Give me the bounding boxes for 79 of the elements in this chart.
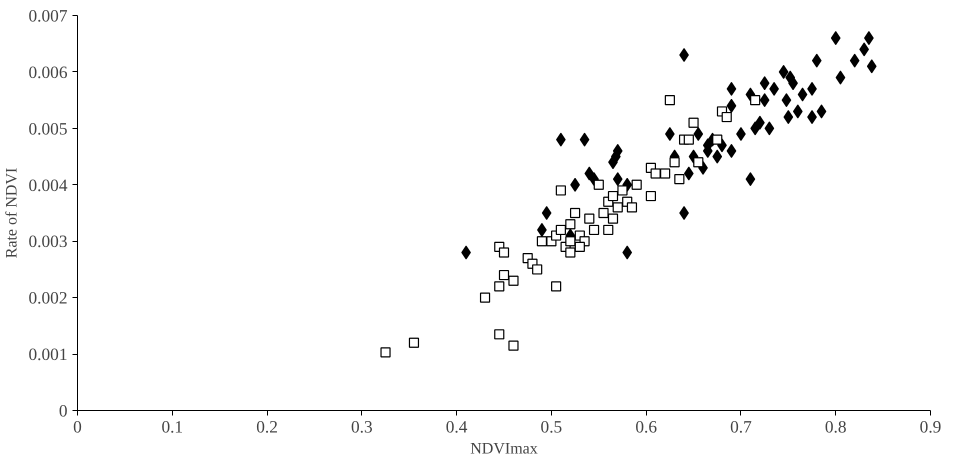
point <box>536 236 548 246</box>
point <box>626 202 638 212</box>
point <box>798 88 808 102</box>
y-tick-label: 0.002 <box>28 288 68 308</box>
x-tick-label: 0.4 <box>446 418 468 436</box>
point <box>670 157 680 168</box>
y-tick-label: 0.004 <box>28 176 68 195</box>
point <box>736 127 746 141</box>
point <box>693 157 704 168</box>
x-tick-label: 0.2 <box>256 418 278 436</box>
point <box>608 190 618 202</box>
y-tick-label: 0 <box>58 402 68 420</box>
point <box>812 54 822 68</box>
point <box>498 247 510 258</box>
point <box>608 214 618 224</box>
point <box>674 174 684 184</box>
point <box>679 206 689 220</box>
point <box>565 236 576 246</box>
point <box>688 118 699 128</box>
point <box>551 281 562 292</box>
point <box>565 247 576 258</box>
x-tick-label: 0.5 <box>540 418 562 436</box>
point <box>461 246 471 260</box>
point <box>712 134 722 145</box>
point <box>617 185 628 196</box>
point <box>542 206 552 220</box>
point <box>684 166 694 180</box>
point <box>693 127 704 141</box>
x-axis-title: NDVImax <box>470 440 538 458</box>
point <box>584 214 594 224</box>
point <box>508 276 519 286</box>
y-tick-label: 0.005 <box>28 119 68 138</box>
point <box>408 338 420 348</box>
point <box>380 347 391 358</box>
x-tick-label: 0.6 <box>635 418 658 436</box>
point <box>712 150 722 164</box>
point <box>603 224 614 236</box>
point <box>612 202 623 212</box>
point <box>612 172 623 186</box>
y-tick-label: 0.003 <box>28 232 68 252</box>
point <box>679 48 689 62</box>
y-axis-title: Rate of NDVI <box>4 168 21 258</box>
y-tick-label: 0.001 <box>28 345 68 364</box>
point <box>556 185 566 196</box>
x-tick-label: 0.1 <box>161 418 184 436</box>
point <box>866 59 877 74</box>
point <box>574 242 585 252</box>
x-tick-label: 0 <box>73 418 82 436</box>
point <box>508 340 519 351</box>
point <box>684 134 694 145</box>
point <box>532 264 542 275</box>
point <box>622 246 632 260</box>
x-tick-label: 0.7 <box>730 418 752 436</box>
point <box>480 292 490 303</box>
point <box>646 190 656 202</box>
point <box>594 180 604 190</box>
point <box>498 270 510 280</box>
point <box>792 104 803 118</box>
point <box>664 95 675 106</box>
point <box>850 54 860 68</box>
y-tick-label: 0.007 <box>28 6 68 26</box>
x-tick-label: 0.8 <box>824 418 847 436</box>
y-tick-label: 0.006 <box>28 62 68 82</box>
point <box>556 224 566 236</box>
point <box>750 95 760 106</box>
point <box>632 180 642 190</box>
point <box>830 31 841 46</box>
point <box>665 127 675 141</box>
x-tick-label: 0.9 <box>920 418 942 436</box>
point <box>570 208 580 218</box>
point <box>722 112 732 122</box>
point <box>598 208 609 218</box>
point <box>650 168 661 179</box>
point <box>565 219 576 230</box>
x-tick-label: 0.3 <box>351 418 373 436</box>
point <box>494 329 504 340</box>
point <box>494 281 504 292</box>
point <box>588 224 600 236</box>
point <box>660 168 670 179</box>
